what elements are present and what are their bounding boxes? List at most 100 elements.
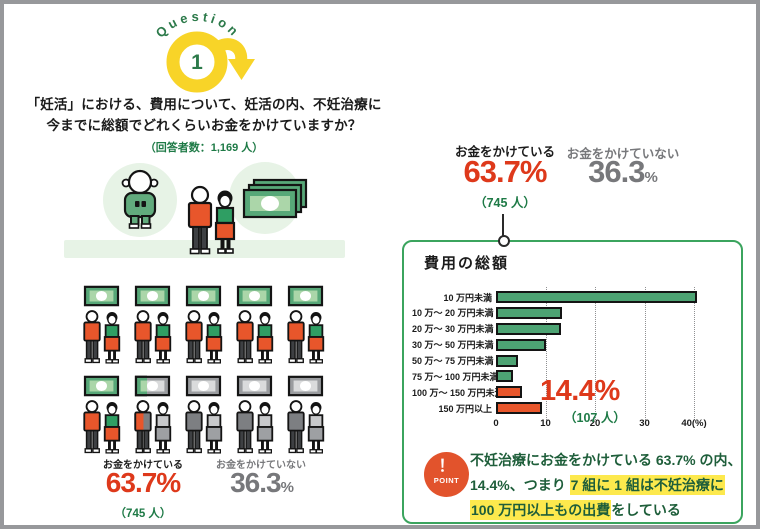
point-plain-text: をしている (611, 502, 681, 518)
couple-icon (235, 310, 273, 364)
money-bill-icon (134, 285, 171, 307)
chart-category-label: 10 万円未満 (443, 292, 492, 303)
chart-category-label: 30 万～ 50 万円未満 (412, 340, 494, 351)
arrow-down-icon (215, 38, 248, 62)
couple-icon (82, 400, 120, 454)
point-highlight-text: 7 組に 1 組は不妊治療に (569, 475, 725, 495)
exclamation-point-icon: ！ POINT (424, 452, 469, 497)
connector-dot (498, 235, 510, 247)
chart-row: 100 万～ 150 万円未満 (412, 386, 734, 399)
bar-chart: 10 万円未満 10 万～ 20 万円未満 20 万～ 30 万円未満 30 万～ 5… (412, 287, 734, 436)
question-text: 「妊活」における、費用について、妊活の内、不妊治療に 今までに総額でどれくらいお… (26, 94, 382, 136)
point-highlight-text: 100 万円以上もの出費 (470, 500, 612, 520)
chart-row: 30 万～ 50 万円未満 (412, 338, 734, 351)
spending-label-right: お金をかけている (454, 145, 555, 159)
pictogram-unit-colored (133, 285, 173, 365)
point-badge-label: POINT (433, 476, 460, 485)
chart-bar (496, 370, 514, 383)
pictogram-unit-colored (82, 285, 122, 365)
money-bill-icon (185, 285, 222, 307)
chart-category-label: 150 万円以上 (438, 403, 492, 414)
point-line: 14.4%、つまり 7 組に 1 組は不妊治療に (470, 473, 742, 498)
x-tick-label: 40(%) (681, 418, 707, 429)
chart-title: 費用の総額 (424, 255, 510, 272)
gridline (644, 287, 646, 420)
chart-bar (496, 354, 518, 367)
not-spending-label-right: お金をかけていない (566, 147, 680, 161)
couple-icon (133, 310, 171, 364)
annotation-value: 14.4% (540, 375, 620, 407)
pictogram-unit-colored (82, 375, 122, 455)
money-bill-icon (287, 285, 324, 307)
chart-category-label: 50 万～ 75 万円未満 (412, 356, 494, 367)
question-badge-ring (166, 31, 228, 93)
x-tick-label: 10 (540, 418, 551, 429)
question-badge-number: 1 (191, 51, 203, 74)
chart-bar (496, 386, 522, 399)
percent-sign: % (280, 479, 294, 496)
spending-value-left: 63.7% (105, 467, 181, 498)
x-tick-label: 0 (493, 418, 499, 429)
money-bill-icon (83, 375, 120, 397)
baby-icon (121, 169, 159, 229)
money-bill-icon (236, 375, 273, 397)
chart-category-label: 75 万～ 100 万円未満 (412, 371, 499, 382)
spending-value-right: 63.7% (463, 154, 548, 189)
money-bill-icon (236, 285, 273, 307)
couple-icon (286, 400, 324, 454)
question-line-2: 今までに総額でどれくらいお金をかけていますか？ (46, 118, 362, 133)
money-bill-icon (185, 375, 222, 397)
spending-count-left: （745 人） (114, 508, 172, 520)
pictogram-unit-gray (235, 375, 275, 455)
not-spending-value-left: 36.3% (202, 467, 322, 499)
pictogram-grid (76, 285, 331, 455)
gridline (545, 287, 547, 420)
chart-category-label: 100 万～ 150 万円未満 (412, 387, 504, 398)
chart-row: 10 万～ 20 万円未満 (412, 306, 734, 319)
money-bill-icon (83, 285, 120, 307)
question-line-1: 「妊活」における、費用について、妊活の内、不妊治療に (26, 97, 382, 112)
pictogram-unit-gray (184, 375, 224, 455)
chart-row: 50 万～ 75 万円未満 (412, 354, 734, 367)
chart-rows: 10 万円未満 10 万～ 20 万円未満 20 万～ 30 万円未満 30 万～ 5… (412, 291, 734, 415)
x-tick-label: 30 (639, 418, 650, 429)
couple-icon (235, 400, 273, 454)
chart-row: 10 万円未満 (412, 291, 734, 303)
chart-bar (496, 338, 547, 351)
chart-row: 150 万円以上 (412, 402, 734, 415)
chart-bar (496, 306, 563, 319)
pictogram-unit-colored (184, 285, 224, 365)
couple-icon (184, 310, 222, 364)
respondents-count: （回答者数：1,169 人） (144, 142, 264, 154)
arrow-head-icon (228, 59, 255, 80)
annotation-count: （107 人） (564, 411, 626, 425)
point-plain-text: 14.4%、つまり (470, 477, 570, 493)
couple-icon (187, 185, 236, 255)
money-bill-icon (242, 178, 308, 219)
pictogram-unit-partial (133, 375, 173, 455)
gridline (595, 287, 596, 420)
percent-sign: % (644, 169, 658, 186)
connector-line (502, 214, 504, 238)
point-line: 不妊治療にお金をかけている 63.7% の内、 (470, 448, 742, 473)
not-spending-value-right: 36.3% (562, 154, 684, 190)
point-badge-mark: ！ (438, 458, 455, 475)
spending-count-right: （745 人） (474, 196, 536, 210)
couple-icon (82, 310, 120, 364)
pictogram-unit-gray (286, 375, 326, 455)
money-bill-icon (134, 375, 171, 397)
chart-row: 75 万～ 100 万円未満 (412, 370, 734, 383)
not-spending-label-left: お金をかけていない (216, 460, 306, 471)
couple-icon (286, 310, 324, 364)
not-spending-number: 36.3 (230, 467, 281, 498)
chart-bar (496, 291, 697, 303)
chart-category-label: 10 万～ 20 万円未満 (412, 308, 494, 319)
couple-icon (133, 400, 171, 454)
pictogram-unit-colored (235, 285, 275, 365)
illustration (64, 162, 345, 258)
chart-category-label: 20 万～ 30 万円未満 (412, 324, 494, 335)
money-bill-icon (287, 375, 324, 397)
couple-icon (184, 400, 222, 454)
question-badge: Question 1 (153, 9, 255, 93)
